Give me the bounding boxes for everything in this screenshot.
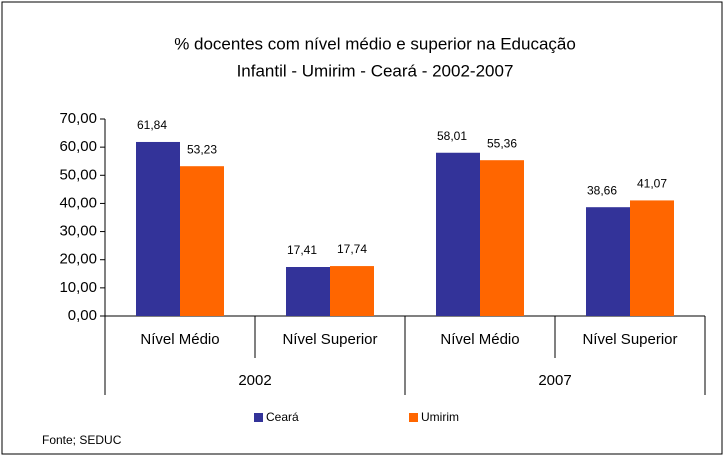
data-label: 55,36 [487,136,517,150]
y-tick-label: 60,00 [59,138,97,155]
group-label: 2007 [538,372,571,389]
bar [630,200,674,316]
y-tick-label: 30,00 [59,223,97,240]
data-label: 53,23 [187,142,217,156]
bar [586,207,630,316]
legend-label: Umirim [421,410,459,424]
y-tick-label: 50,00 [59,166,97,183]
y-tick-label: 10,00 [59,279,97,296]
group-label: 2002 [238,372,271,389]
y-tick-label: 40,00 [59,194,97,211]
bar [436,152,480,316]
chart-title: Infantil - Umirim - Ceará - 2002-2007 [237,61,514,80]
data-label: 17,41 [287,243,317,257]
data-label: 41,07 [637,177,667,191]
data-label: 38,66 [587,183,617,197]
bar [180,166,224,316]
legend-swatch [409,413,418,422]
x-tick-label: Nível Médio [440,331,519,348]
x-tick-label: Nível Superior [582,331,677,348]
bar [480,160,524,316]
data-label: 58,01 [437,129,467,143]
source-note: Fonte; SEDUC [42,433,122,447]
bar [136,141,180,316]
y-tick-label: 70,00 [59,110,97,127]
data-label: 17,74 [337,242,367,256]
y-tick-label: 0,00 [68,307,97,324]
chart-title: % docentes com nível médio e superior na… [174,34,576,53]
x-tick-label: Nível Médio [140,331,219,348]
bar [286,267,330,316]
y-tick-label: 20,00 [59,251,97,268]
x-tick-label: Nível Superior [282,331,377,348]
data-label: 61,84 [137,118,167,132]
legend-label: Ceará [266,410,299,424]
bar [330,266,374,316]
legend-swatch [254,413,263,422]
